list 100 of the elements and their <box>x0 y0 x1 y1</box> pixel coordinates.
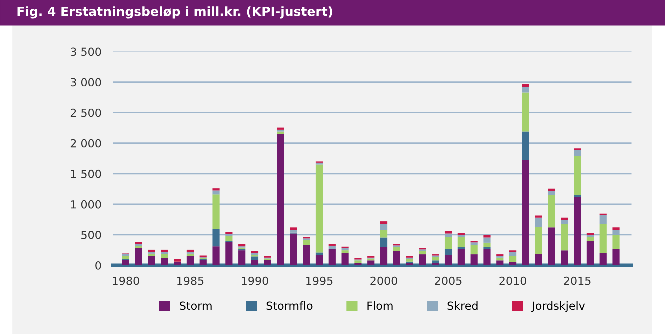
bar <box>380 222 388 224</box>
bar <box>509 262 517 266</box>
bar <box>600 253 607 266</box>
bar <box>316 164 324 253</box>
bar <box>368 260 375 266</box>
bar <box>574 150 582 156</box>
bar <box>303 245 310 266</box>
x-tick-label: 1990 <box>242 276 268 286</box>
bar <box>548 195 556 228</box>
x-tick-label: 2000 <box>370 276 398 286</box>
bar <box>600 224 607 254</box>
bar <box>496 258 504 261</box>
bar <box>561 250 568 266</box>
y-tick-label: 500 <box>82 230 102 240</box>
bar <box>548 228 556 266</box>
legend-label: Jordskjelv <box>532 302 586 312</box>
legend-label: Flom <box>368 302 393 310</box>
x-tick-label: 2010 <box>500 276 526 286</box>
bar <box>226 236 233 242</box>
bar <box>212 194 220 230</box>
bar <box>509 252 517 256</box>
bar <box>574 194 582 198</box>
bar <box>522 92 530 132</box>
bar <box>226 242 233 266</box>
bar <box>522 132 530 160</box>
bar <box>328 249 336 266</box>
bar <box>444 237 452 250</box>
y-tick-label: 1 000 <box>71 200 102 209</box>
bar <box>509 256 517 262</box>
bar <box>316 252 324 256</box>
bar <box>135 248 142 266</box>
bar <box>380 230 388 238</box>
x-tick-label: 1995 <box>306 276 333 286</box>
bar <box>612 249 620 266</box>
bar <box>561 218 568 220</box>
bar <box>290 234 298 266</box>
chart-title: Fig. 4 Erstatningsbeløp i mill.kr. (KPI-justert) <box>18 6 332 19</box>
bar <box>444 255 452 266</box>
bar <box>432 263 440 266</box>
y-tick-label: 3 000 <box>70 78 102 87</box>
x-tick-label: 2015 <box>564 276 591 286</box>
y-tick-label: 0 <box>96 262 102 270</box>
y-tick-label: 2 500 <box>70 108 102 118</box>
bar <box>458 249 465 266</box>
bar <box>600 215 607 224</box>
bar <box>393 247 400 252</box>
bar <box>122 256 130 260</box>
bar <box>561 220 568 224</box>
bar <box>380 238 388 248</box>
bar <box>251 256 259 260</box>
bar <box>212 190 220 195</box>
bar <box>238 250 246 266</box>
x-tick-label: 1980 <box>113 276 140 286</box>
bar <box>458 237 465 248</box>
bar <box>264 260 272 266</box>
bar <box>380 224 388 230</box>
bar <box>522 160 530 266</box>
bar <box>419 254 426 266</box>
x-tick-label: 1985 <box>178 276 204 286</box>
bar <box>148 254 156 256</box>
bar <box>444 249 452 256</box>
bar <box>548 188 556 192</box>
bar <box>548 191 556 196</box>
bar <box>303 240 310 246</box>
bar <box>484 242 491 248</box>
bar <box>484 249 491 266</box>
bar <box>277 134 284 266</box>
bar <box>251 260 259 266</box>
bar <box>458 234 465 238</box>
bar <box>354 260 362 264</box>
y-tick-label: 3 500 <box>70 48 102 56</box>
bar <box>393 251 400 266</box>
bar <box>174 259 182 262</box>
bar <box>535 227 542 255</box>
legend-label: Storm <box>180 302 212 310</box>
bar <box>470 254 478 266</box>
bar <box>212 246 220 266</box>
bar <box>122 260 130 266</box>
bar <box>522 84 530 88</box>
bar <box>328 246 336 250</box>
bar <box>212 229 220 247</box>
bar <box>290 230 298 233</box>
bar <box>522 88 530 93</box>
bar <box>316 255 324 266</box>
bar <box>432 260 440 264</box>
bar <box>586 241 594 266</box>
bar <box>342 248 349 251</box>
bar <box>561 224 568 251</box>
bar <box>290 228 298 230</box>
bar <box>444 231 452 234</box>
bar <box>535 218 542 228</box>
bar <box>161 254 168 258</box>
y-tick-label: 2 000 <box>70 139 102 148</box>
bar <box>380 247 388 266</box>
bar <box>186 256 194 266</box>
bar <box>586 237 594 242</box>
bar <box>484 238 491 243</box>
bar <box>419 251 426 255</box>
bar <box>342 250 349 254</box>
bar <box>148 256 156 266</box>
